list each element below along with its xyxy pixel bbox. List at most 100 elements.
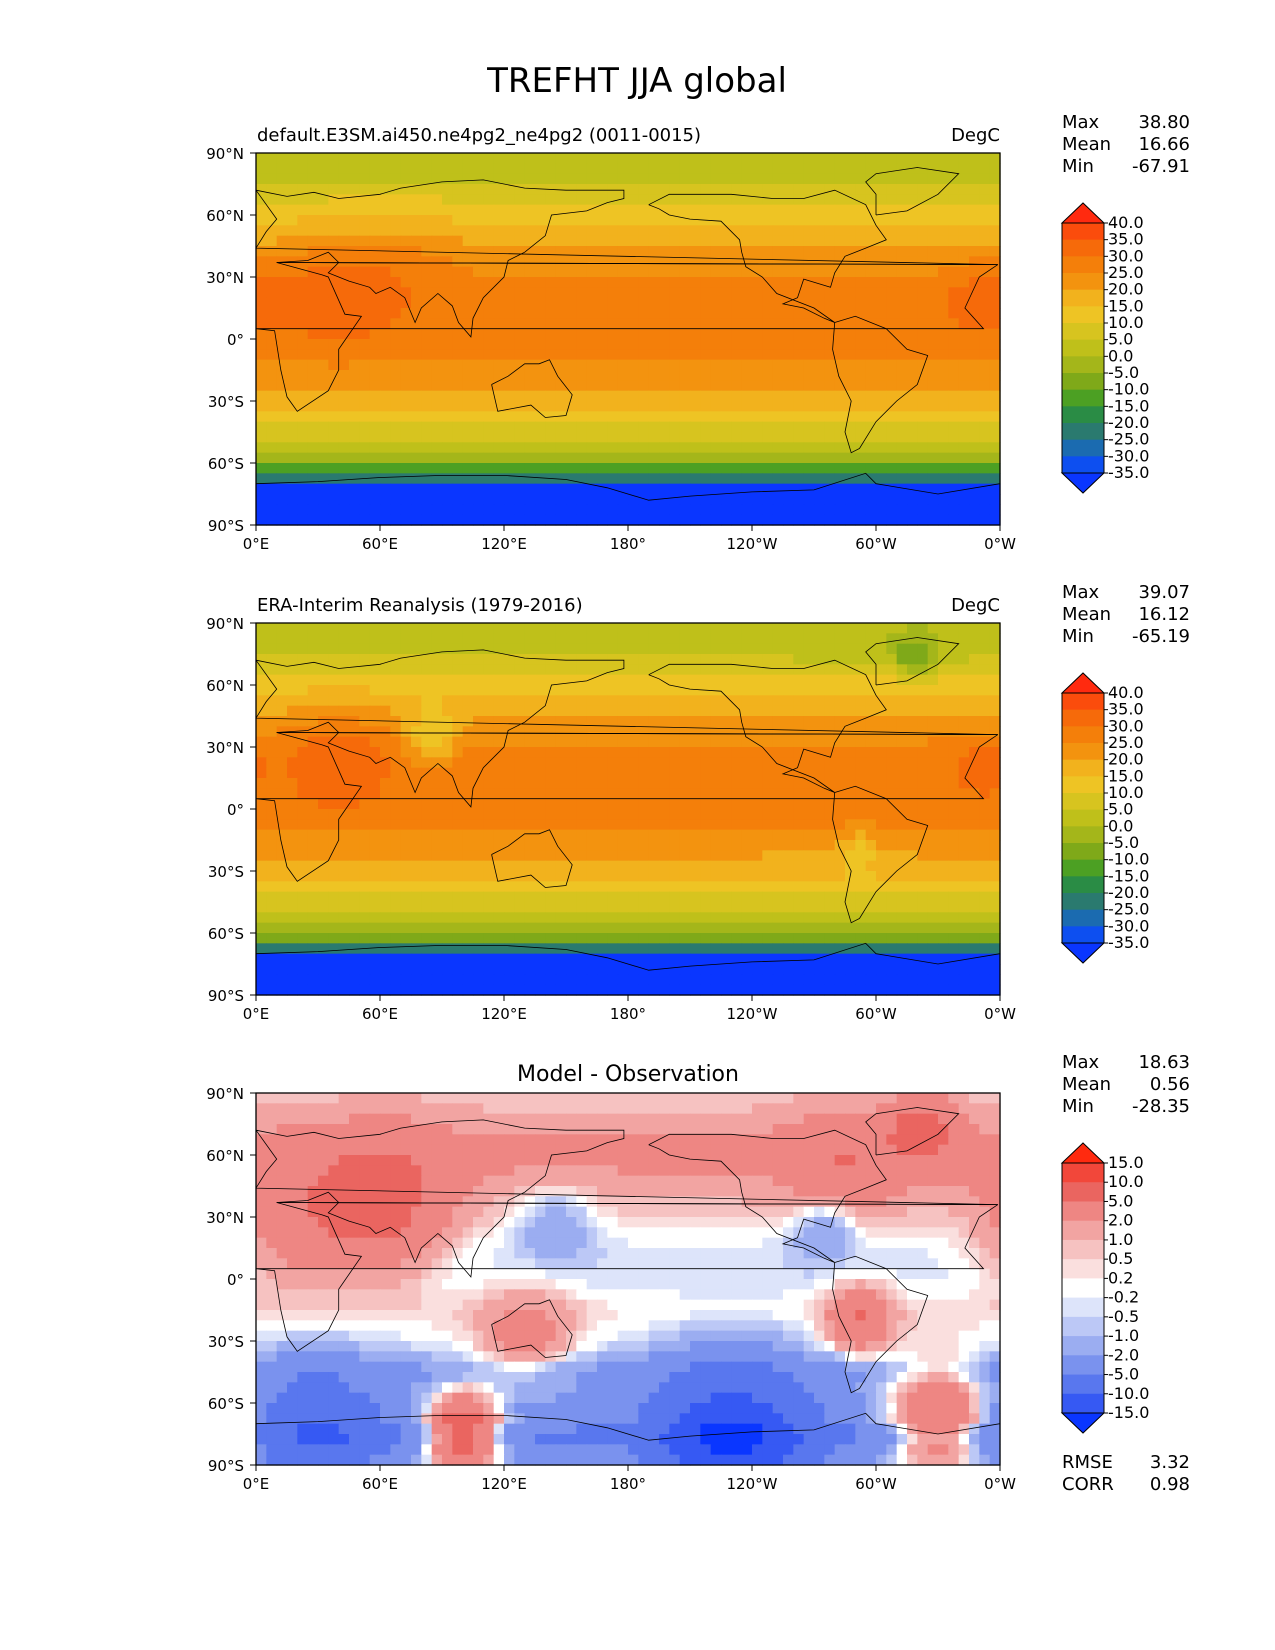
field-cell [452,287,464,299]
field-cell [845,318,856,330]
field-cell [958,411,970,423]
field-cell [318,674,329,686]
field-cell [865,922,877,934]
field-cell [297,504,309,516]
field-cell [896,726,908,738]
field-cell [793,308,805,319]
field-cell [762,411,774,423]
field-cell [917,194,929,206]
field-cell [710,881,722,893]
field-cell [473,266,484,278]
field-cell [679,421,691,433]
field-cell [979,633,991,645]
field-cell [772,184,784,195]
field-cell [504,757,515,769]
field-cell [948,483,960,495]
field-cell [772,726,784,738]
field-cell [483,664,495,676]
field-cell [969,933,980,944]
field-cell [793,943,805,955]
field-cell [555,308,567,319]
field-cell [524,943,536,955]
field-cell [710,757,722,769]
field-cell [834,860,846,872]
field-cell [772,514,784,526]
field-cell [369,747,381,758]
field-cell [855,633,867,645]
field-cell [834,225,846,237]
field-cell [762,943,774,955]
field-cell [648,235,660,247]
field-cell [679,452,691,464]
field-cell [524,494,536,505]
field-cell [907,473,918,485]
field-cell [421,380,433,392]
field-cell [638,778,650,789]
field-cell [256,359,267,371]
field-cell [741,463,753,474]
field-cell [927,747,939,758]
field-cell [514,933,526,944]
field-cell [276,643,288,655]
field-cell [855,788,867,800]
field-cell [917,809,929,820]
field-cell [927,891,939,903]
field-cell [576,421,588,433]
field-cell [256,194,267,206]
field-cell [493,442,505,454]
field-cell [886,494,898,505]
field-cell [896,674,908,686]
field-cell [483,432,495,443]
field-cell [493,654,505,665]
field-cell [824,277,836,288]
field-cell [669,411,681,423]
field-cell [256,891,267,903]
field-cell [690,922,701,934]
field-cell [865,277,877,288]
field-cell [307,643,319,655]
field-cell [256,922,267,934]
field-cell [938,401,949,412]
field-cell [989,798,1001,810]
field-cell [483,473,495,485]
field-cell [307,328,319,340]
field-cell [607,370,619,381]
field-cell [380,411,391,423]
field-cell [876,442,887,454]
field-cell [266,809,278,820]
field-cell [514,504,526,516]
field-cell [359,767,371,779]
field-cell [400,736,412,748]
field-cell [721,902,732,913]
field-cell [907,705,918,717]
field-cell [876,829,887,841]
field-cell [307,840,319,851]
field-cell [834,473,846,485]
field-cell [287,287,298,299]
field-cell [855,504,867,516]
field-cell [710,798,722,810]
field-cell [762,881,774,893]
field-cell [266,215,278,226]
field-cell [783,432,794,443]
field-cell [349,623,360,634]
field-cell [865,390,877,402]
field-cell [969,747,980,758]
field-cell [938,246,949,257]
field-cell [338,922,350,934]
field-cell [659,318,670,330]
field-cell [287,788,298,800]
field-cell [483,246,495,257]
field-cell [369,339,381,350]
coastline [255,472,1001,501]
field-cell [834,871,846,882]
field-cell [938,767,949,779]
field-cell [834,421,846,433]
field-cell [586,829,598,841]
field-cell [359,442,371,454]
field-cell [493,401,505,412]
field-cell [555,483,567,495]
field-cell [307,401,319,412]
field-cell [979,473,991,485]
field-cell [731,767,743,779]
